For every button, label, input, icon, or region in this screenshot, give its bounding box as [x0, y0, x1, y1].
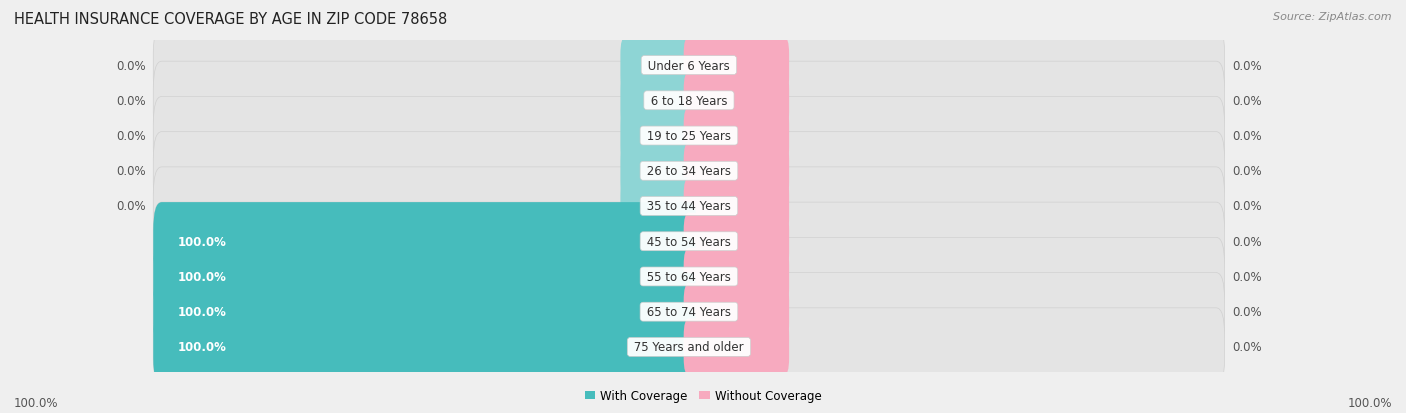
Text: 100.0%: 100.0%	[177, 306, 226, 318]
Text: 100.0%: 100.0%	[1347, 396, 1392, 409]
Text: 0.0%: 0.0%	[117, 130, 146, 142]
FancyBboxPatch shape	[620, 38, 695, 95]
Text: 0.0%: 0.0%	[1232, 130, 1261, 142]
FancyBboxPatch shape	[153, 27, 1225, 105]
Text: 0.0%: 0.0%	[117, 165, 146, 178]
Text: 19 to 25 Years: 19 to 25 Years	[643, 130, 735, 142]
Text: HEALTH INSURANCE COVERAGE BY AGE IN ZIP CODE 78658: HEALTH INSURANCE COVERAGE BY AGE IN ZIP …	[14, 12, 447, 27]
FancyBboxPatch shape	[153, 203, 697, 281]
Text: 26 to 34 Years: 26 to 34 Years	[643, 165, 735, 178]
Text: 45 to 54 Years: 45 to 54 Years	[643, 235, 735, 248]
FancyBboxPatch shape	[683, 73, 789, 130]
Text: 0.0%: 0.0%	[117, 200, 146, 213]
Text: 0.0%: 0.0%	[117, 59, 146, 72]
FancyBboxPatch shape	[683, 178, 789, 235]
FancyBboxPatch shape	[683, 318, 789, 375]
FancyBboxPatch shape	[683, 283, 789, 340]
Text: 0.0%: 0.0%	[117, 95, 146, 107]
Text: 75 Years and older: 75 Years and older	[630, 341, 748, 354]
FancyBboxPatch shape	[153, 97, 1225, 175]
FancyBboxPatch shape	[683, 108, 789, 165]
Text: Source: ZipAtlas.com: Source: ZipAtlas.com	[1274, 12, 1392, 22]
Text: 0.0%: 0.0%	[1232, 341, 1261, 354]
Text: 100.0%: 100.0%	[177, 271, 226, 283]
FancyBboxPatch shape	[620, 143, 695, 200]
FancyBboxPatch shape	[620, 178, 695, 235]
Text: Under 6 Years: Under 6 Years	[644, 59, 734, 72]
FancyBboxPatch shape	[683, 248, 789, 305]
FancyBboxPatch shape	[153, 203, 1225, 281]
Text: 100.0%: 100.0%	[177, 235, 226, 248]
FancyBboxPatch shape	[153, 238, 697, 316]
Text: 65 to 74 Years: 65 to 74 Years	[643, 306, 735, 318]
Legend: With Coverage, Without Coverage: With Coverage, Without Coverage	[579, 385, 827, 407]
FancyBboxPatch shape	[683, 143, 789, 200]
Text: 100.0%: 100.0%	[177, 341, 226, 354]
FancyBboxPatch shape	[153, 308, 1225, 386]
FancyBboxPatch shape	[153, 132, 1225, 210]
Text: 0.0%: 0.0%	[1232, 271, 1261, 283]
FancyBboxPatch shape	[153, 308, 697, 386]
FancyBboxPatch shape	[153, 168, 1225, 245]
FancyBboxPatch shape	[153, 238, 1225, 316]
FancyBboxPatch shape	[620, 73, 695, 130]
FancyBboxPatch shape	[153, 62, 1225, 140]
Text: 0.0%: 0.0%	[1232, 306, 1261, 318]
Text: 0.0%: 0.0%	[1232, 165, 1261, 178]
Text: 0.0%: 0.0%	[1232, 95, 1261, 107]
FancyBboxPatch shape	[683, 213, 789, 270]
Text: 0.0%: 0.0%	[1232, 59, 1261, 72]
FancyBboxPatch shape	[153, 273, 1225, 351]
Text: 35 to 44 Years: 35 to 44 Years	[643, 200, 735, 213]
Text: 0.0%: 0.0%	[1232, 235, 1261, 248]
FancyBboxPatch shape	[153, 273, 697, 351]
Text: 0.0%: 0.0%	[1232, 200, 1261, 213]
Text: 100.0%: 100.0%	[14, 396, 59, 409]
Text: 6 to 18 Years: 6 to 18 Years	[647, 95, 731, 107]
FancyBboxPatch shape	[683, 38, 789, 95]
Text: 55 to 64 Years: 55 to 64 Years	[643, 271, 735, 283]
FancyBboxPatch shape	[620, 108, 695, 165]
